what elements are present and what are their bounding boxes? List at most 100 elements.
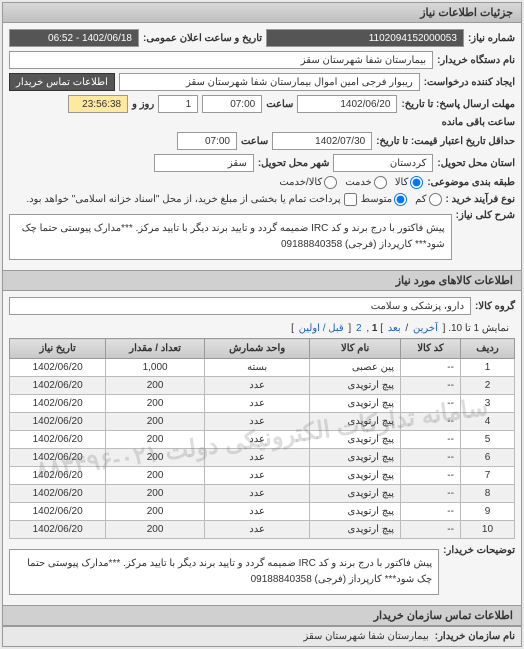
buyer-field: بیمارستان شفا شهرستان سقز — [9, 51, 433, 69]
goods-table: ردیفکد کالانام کالاواحد شمارشتعداد / مقد… — [9, 338, 515, 539]
cell-code: -- — [401, 377, 461, 395]
cell-qty: 200 — [106, 485, 205, 503]
table-row[interactable]: 9--پیچ ارتوپدیعدد2001402/06/20 — [10, 503, 515, 521]
cell-date: 1402/06/20 — [10, 359, 106, 377]
cell-unit: عدد — [204, 377, 309, 395]
cell-qty: 200 — [106, 395, 205, 413]
pager-text: نمایش 1 تا 10. — [448, 323, 509, 334]
cell-date: 1402/06/20 — [10, 485, 106, 503]
main-desc-box: پیش فاکتور با درج برند و کد IRC ضمیمه گر… — [9, 214, 452, 260]
cell-n: 1 — [460, 359, 514, 377]
table-row[interactable]: 8--پیچ ارتوپدیعدد2001402/06/20 — [10, 485, 515, 503]
budget-opt-0[interactable]: کالا — [395, 176, 424, 189]
cell-date: 1402/06/20 — [10, 467, 106, 485]
cell-n: 2 — [460, 377, 514, 395]
process-opt-0[interactable]: کم — [415, 193, 441, 206]
cell-date: 1402/06/20 — [10, 413, 106, 431]
budget-radio-group: کالا خدمت کالا/خدمت — [279, 176, 423, 189]
pub-datetime-field: 1402/06/18 - 06:52 — [9, 29, 139, 47]
cell-date: 1402/06/20 — [10, 503, 106, 521]
table-row[interactable]: 10--پیچ ارتوپدیعدد2001402/06/20 — [10, 521, 515, 539]
time-label-1: ساعت — [266, 99, 293, 110]
deadline-send-time: 07:00 — [202, 95, 262, 113]
table-row[interactable]: 4--پیچ ارتوپدیعدد2001402/06/20 — [10, 413, 515, 431]
col-5: تاریخ نیاز — [10, 339, 106, 359]
table-row[interactable]: 1--پین عصبیبسته1,0001402/06/20 — [10, 359, 515, 377]
budget-opt-1[interactable]: خدمت — [345, 176, 387, 189]
process-radio-group: کم متوسط — [361, 193, 442, 206]
city-field: سقز — [154, 154, 254, 172]
pager-p2[interactable]: 2 — [356, 323, 362, 334]
requester-label: ایجاد کننده درخواست: — [424, 77, 515, 88]
table-row[interactable]: 6--پیچ ارتوپدیعدد2001402/06/20 — [10, 449, 515, 467]
cell-unit: عدد — [204, 449, 309, 467]
pager-p1: 1 — [372, 323, 378, 334]
pager-next[interactable]: بعد — [388, 323, 401, 334]
cell-name: پیچ ارتوپدی — [310, 395, 401, 413]
table-wrap: سامانه تدارکات الکترونیکی دولت ۰۲۱-۸۸۳۴۹… — [9, 338, 515, 539]
cell-qty: 200 — [106, 377, 205, 395]
cell-code: -- — [401, 413, 461, 431]
pager-last[interactable]: آخرین — [413, 323, 438, 334]
cell-name: پیچ ارتوپدی — [310, 521, 401, 539]
cell-code: -- — [401, 503, 461, 521]
cell-qty: 200 — [106, 449, 205, 467]
process-note-checkbox[interactable] — [344, 193, 357, 206]
cell-date: 1402/06/20 — [10, 449, 106, 467]
cell-unit: عدد — [204, 395, 309, 413]
table-row[interactable]: 2--پیچ ارتوپدیعدد2001402/06/20 — [10, 377, 515, 395]
main-desc-label: شرح کلی نیاز: — [456, 210, 515, 221]
table-row[interactable]: 3--پیچ ارتوپدیعدد2001402/06/20 — [10, 395, 515, 413]
group-label: گروه کالا: — [475, 301, 515, 312]
process-opt-1[interactable]: متوسط — [361, 193, 407, 206]
cell-name: پیچ ارتوپدی — [310, 413, 401, 431]
cell-n: 8 — [460, 485, 514, 503]
process-label: نوع فرآیند خرید : — [446, 194, 515, 205]
cell-name: پیچ ارتوپدی — [310, 449, 401, 467]
deadline-send-label: مهلت ارسال پاسخ: تا تاریخ: — [401, 99, 515, 110]
cell-n: 7 — [460, 467, 514, 485]
col-3: واحد شمارش — [204, 339, 309, 359]
cell-unit: بسته — [204, 359, 309, 377]
footer-row: نام سازمان خریدار: بیمارستان شفا شهرستان… — [3, 626, 521, 646]
footer-org: بیمارستان شفا شهرستان سقز — [303, 631, 428, 642]
pager: نمایش 1 تا 10. [ آخرین / بعد ] 1 , 2 [ ق… — [9, 319, 515, 338]
validity-date: 1402/07/30 — [272, 132, 372, 150]
cell-unit: عدد — [204, 467, 309, 485]
process-radio-1[interactable] — [394, 193, 407, 206]
budget-opt-2[interactable]: کالا/خدمت — [279, 176, 337, 189]
footer-section-title: اطلاعات تماس سازمان خریدار — [3, 605, 521, 626]
validity-label: حداقل تاریخ اعتبار قیمت: تا تاریخ: — [376, 136, 515, 147]
process-radio-0[interactable] — [429, 193, 442, 206]
remain-suffix: ساعت باقی مانده — [442, 117, 515, 128]
city-label: شهر محل تحویل: — [258, 158, 330, 169]
pager-first[interactable]: قبل / اولین — [299, 323, 344, 334]
cell-unit: عدد — [204, 485, 309, 503]
time-label-2: ساعت — [241, 136, 268, 147]
cell-n: 5 — [460, 431, 514, 449]
cell-date: 1402/06/20 — [10, 377, 106, 395]
cell-unit: عدد — [204, 431, 309, 449]
days-label: روز و — [132, 99, 154, 110]
cell-qty: 200 — [106, 521, 205, 539]
footer-org-label: نام سازمان خریدار: — [435, 631, 515, 642]
cell-date: 1402/06/20 — [10, 395, 106, 413]
days-field: 1 — [158, 95, 198, 113]
budget-radio-1[interactable] — [374, 176, 387, 189]
req-no-field: 1102094152000053 — [266, 29, 464, 47]
cell-code: -- — [401, 359, 461, 377]
contact-buyer-button[interactable]: اطلاعات تماس خریدار — [9, 73, 115, 91]
cell-n: 3 — [460, 395, 514, 413]
cell-qty: 1,000 — [106, 359, 205, 377]
cell-qty: 200 — [106, 503, 205, 521]
group-field: دارو، پزشکی و سلامت — [9, 297, 471, 315]
table-row[interactable]: 5--پیچ ارتوپدیعدد2001402/06/20 — [10, 431, 515, 449]
table-row[interactable]: 7--پیچ ارتوپدیعدد2001402/06/20 — [10, 467, 515, 485]
cell-name: پیچ ارتوپدی — [310, 503, 401, 521]
budget-radio-0[interactable] — [410, 176, 423, 189]
cell-date: 1402/06/20 — [10, 521, 106, 539]
col-0: ردیف — [460, 339, 514, 359]
budget-radio-2[interactable] — [324, 176, 337, 189]
process-note-check[interactable]: پرداخت تمام یا بخشی از مبلغ خرید، از محل… — [26, 193, 356, 206]
details-panel: جزئیات اطلاعات نیاز شماره نیاز: 11020941… — [2, 2, 522, 647]
